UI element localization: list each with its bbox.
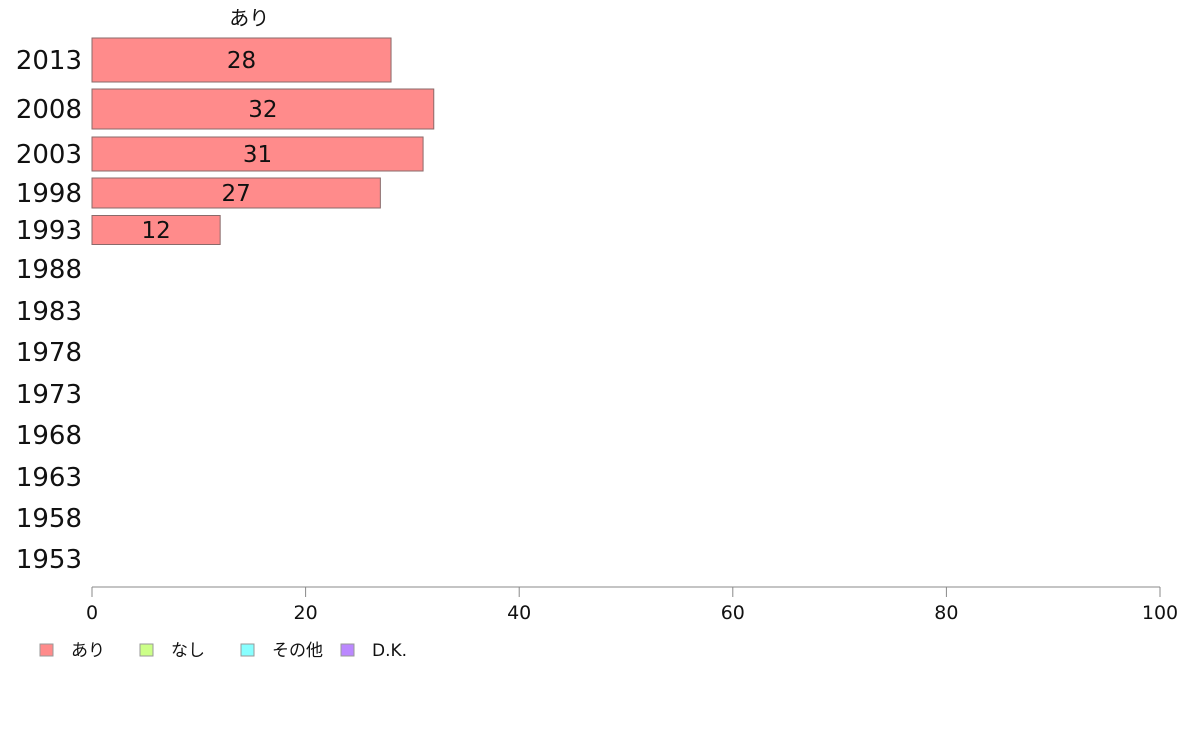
legend-swatch-2	[240, 643, 255, 657]
x-tick-label-60: 60	[721, 602, 745, 624]
bar-2003-series-0	[91, 136, 424, 172]
x-tick-label-0: 0	[86, 602, 98, 624]
y-axis-labels: 2013 2008 2003 1998 1993 1988 1983 1978 1973 1968…	[16, 46, 82, 575]
y-tick-label-1983: 1983	[16, 297, 82, 327]
bar-value-label-2008: 32	[248, 97, 277, 123]
y-tick-label-1973: 1973	[16, 380, 82, 410]
legend-swatch-0	[39, 643, 54, 657]
x-tick-label-40: 40	[507, 602, 531, 624]
legend-swatch-3	[340, 643, 355, 657]
y-tick-label-1963: 1963	[16, 463, 82, 493]
legend-label-0: あり	[71, 641, 105, 661]
bar-value-label-2013: 28	[227, 48, 256, 74]
y-tick-label-2008: 2008	[16, 95, 82, 125]
bar-2008-series-0	[91, 88, 435, 130]
legend: あり なし その他 D.K.	[39, 641, 407, 661]
legend-label-2: その他	[272, 641, 323, 661]
legend-label-1: なし	[171, 641, 205, 661]
x-tick-label-20: 20	[294, 602, 318, 624]
y-tick-label-1998: 1998	[16, 179, 82, 209]
y-tick-label-1958: 1958	[16, 504, 82, 534]
series-title: あり	[229, 6, 269, 30]
bar-1998-series-0	[91, 177, 381, 209]
x-axis: 0 20 40 60 80 100	[86, 586, 1178, 624]
x-tick-label-80: 80	[934, 602, 958, 624]
y-tick-label-1978: 1978	[16, 338, 82, 368]
bar-1993-series-0	[91, 215, 221, 245]
bar-2013-series-0	[91, 37, 392, 83]
legend-swatch-1	[139, 643, 154, 657]
y-tick-label-2003: 2003	[16, 140, 82, 170]
bar-value-label-2003: 31	[243, 142, 272, 168]
bar-value-label-1993: 12	[141, 218, 170, 244]
bar-value-label-1998: 27	[222, 181, 251, 207]
y-tick-label-1993: 1993	[16, 216, 82, 246]
y-tick-label-1968: 1968	[16, 421, 82, 451]
legend-label-3: D.K.	[372, 641, 407, 661]
y-tick-label-1953: 1953	[16, 545, 82, 575]
y-tick-label-1988: 1988	[16, 255, 82, 285]
x-tick-label-100: 100	[1142, 602, 1178, 624]
bars-group: 28 32 31 27 12	[91, 37, 435, 245]
y-tick-label-2013: 2013	[16, 46, 82, 76]
